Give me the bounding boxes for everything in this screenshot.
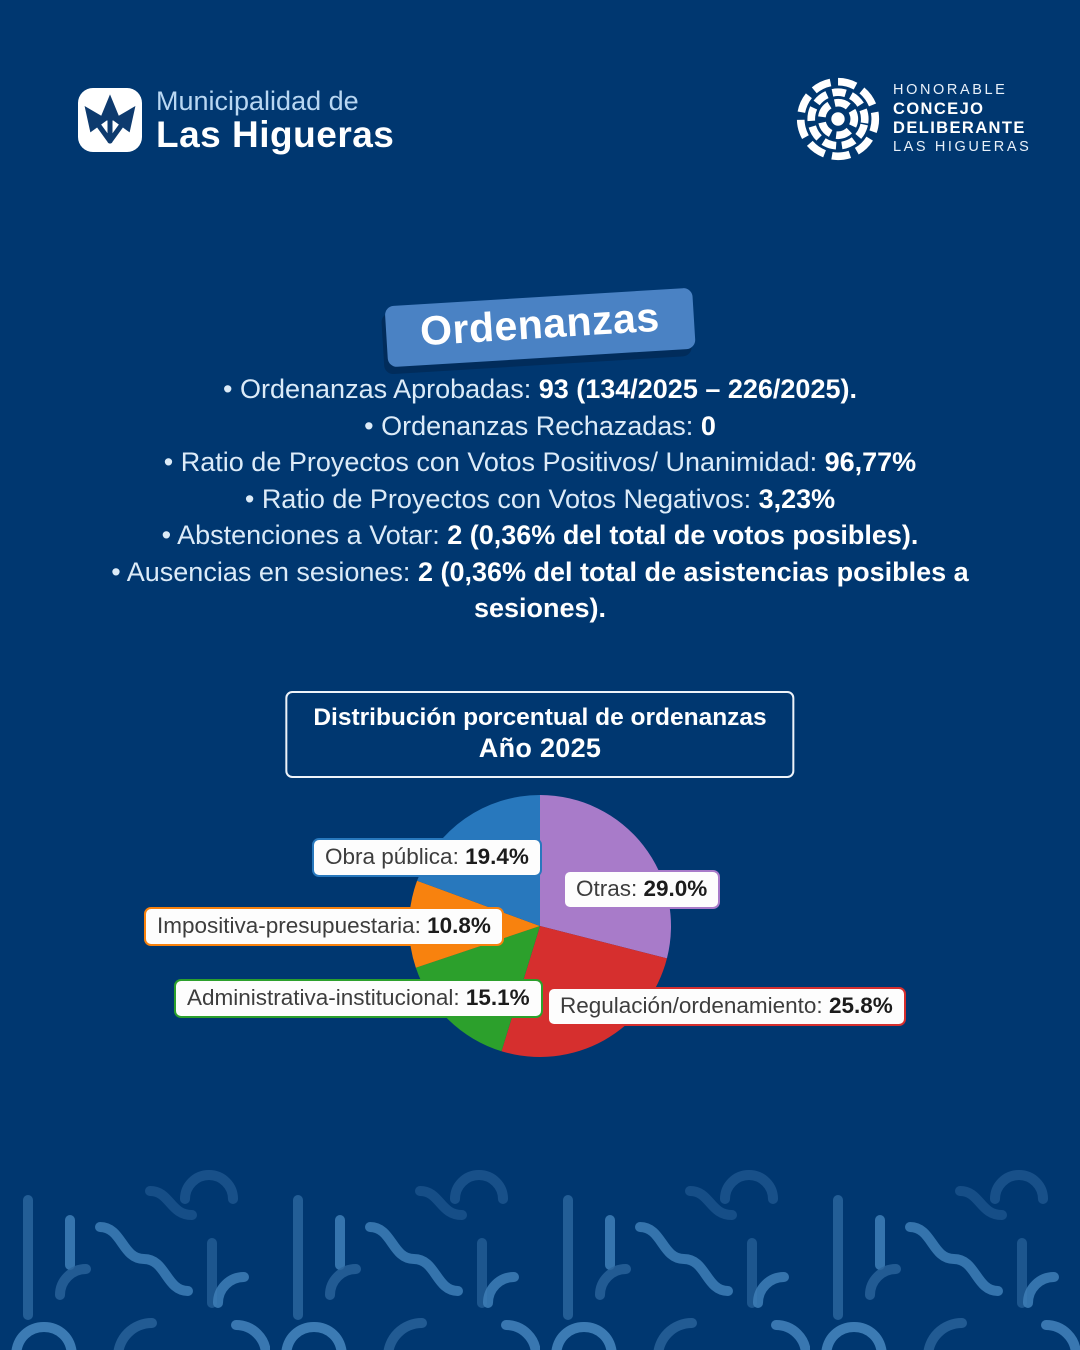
pie-label-otras: Otras: 29.0% — [563, 870, 721, 909]
stat-ordenanzas-rechazadas: • Ordenanzas Rechazadas: 0 — [364, 410, 716, 441]
municipality-trident-icon — [78, 88, 142, 152]
stat-abstenciones: • Abstenciones a Votar: 2 (0,36% del tot… — [161, 520, 919, 550]
municipality-name-line1: Municipalidad de — [156, 86, 359, 116]
pie-label-impositiva: Impositiva-presupuestaria: 10.8% — [144, 907, 504, 946]
pie-label-regulacion: Regulación/ordenamiento: 25.8% — [547, 987, 906, 1026]
chart-title-box: Distribución porcentual de ordenanzas Añ… — [285, 691, 795, 778]
stat-ratio-votos-positivos: • Ratio de Proyectos con Votos Positivos… — [163, 447, 917, 477]
chart-title-line1: Distribución porcentual de ordenanzas — [313, 704, 767, 731]
pie-label-obra-publica: Obra pública: 19.4% — [312, 838, 542, 877]
council-line3: DELIBERANTE — [893, 119, 1026, 137]
municipality-logo: Municipalidad de Las Higueras — [78, 86, 394, 154]
section-title: Ordenanzas — [418, 293, 661, 355]
council-line2: CONCEJO — [893, 100, 985, 118]
chart-title-line2: Año 2025 — [478, 733, 602, 763]
stat-ratio-votos-negativos: • Ratio de Proyectos con Votos Negativos… — [244, 483, 836, 514]
council-logo: HONORABLE CONCEJO DELIBERANTE LAS HIGUER… — [795, 76, 1031, 162]
decorative-squiggle-pattern — [0, 1165, 1080, 1350]
section-banner: Ordenanzas — [384, 287, 696, 368]
council-line1: HONORABLE — [893, 82, 1008, 98]
council-line4: LAS HIGUERAS — [893, 139, 1032, 155]
stat-ordenanzas-aprobadas: • Ordenanzas Aprobadas: 93 (134/2025 – 2… — [223, 374, 857, 404]
pie-label-administrativa: Administrativa-institucional: 15.1% — [174, 979, 543, 1018]
municipality-name-line2: Las Higueras — [156, 114, 395, 155]
stat-ausencias: • Ausencias en sesiones: 2 (0,36% del to… — [111, 556, 969, 624]
stats-list: • Ordenanzas Aprobadas: 93 (134/2025 – 2… — [80, 371, 1000, 627]
council-rings-icon — [796, 77, 880, 161]
